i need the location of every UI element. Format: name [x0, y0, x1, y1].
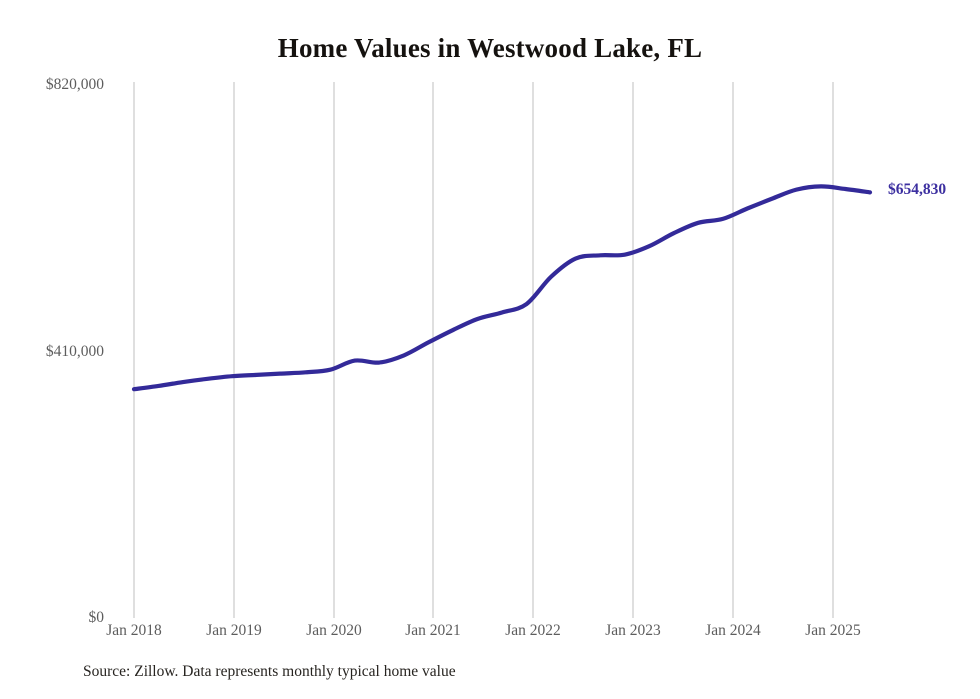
x-tick-label-7: Jan 2025: [805, 622, 861, 639]
y-tick-label-bottom: $0: [88, 609, 105, 626]
end-value-label: $654,830: [888, 181, 947, 199]
y-axis: $820,000 $410,000 $0: [0, 0, 104, 699]
x-tick-label-2: Jan 2020: [306, 622, 362, 639]
x-tick-label-5: Jan 2023: [605, 622, 661, 639]
y-tick-label-mid: $410,000: [45, 343, 104, 360]
x-tick-label-0: Jan 2018: [106, 622, 162, 639]
y-tick-label-top: $820,000: [45, 76, 104, 93]
source-caption: Source: Zillow. Data represents monthly …: [83, 663, 456, 680]
home-value-line: [131, 184, 873, 392]
x-tick-label-6: Jan 2024: [705, 622, 761, 639]
x-tick-label-3: Jan 2021: [405, 622, 461, 639]
x-gridlines: [133, 82, 834, 618]
chart-title: Home Values in Westwood Lake, FL: [277, 33, 703, 63]
x-tick-label-1: Jan 2019: [206, 622, 262, 639]
x-tick-label-4: Jan 2022: [505, 622, 561, 639]
